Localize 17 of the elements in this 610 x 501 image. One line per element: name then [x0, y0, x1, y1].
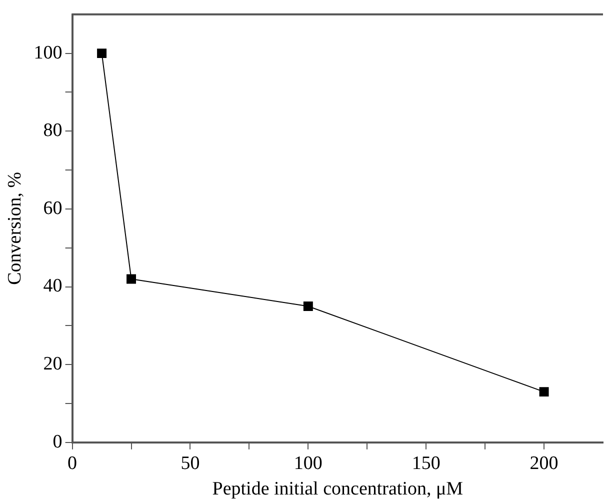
x-tick-label: 0: [68, 452, 78, 474]
y-axis-title: Conversion, %: [4, 172, 26, 285]
point: [126, 274, 136, 284]
y-tick-label: 40: [43, 276, 62, 297]
y-tick-label: 60: [43, 198, 62, 219]
x-tick-label: 100: [294, 452, 322, 474]
point: [539, 387, 549, 397]
point: [303, 301, 313, 311]
x-axis-title: Peptide initial concentration, μM: [212, 478, 464, 500]
point: [97, 48, 107, 58]
y-tick-label: 20: [43, 354, 62, 375]
x-tick-label: 150: [412, 452, 440, 474]
y-tick-label: 80: [43, 120, 62, 142]
y-tick-label: 0: [52, 431, 62, 452]
x-tick-label: 50: [180, 452, 200, 474]
x-tick-label: 200: [530, 452, 558, 474]
y-tick-label: 100: [34, 42, 62, 64]
